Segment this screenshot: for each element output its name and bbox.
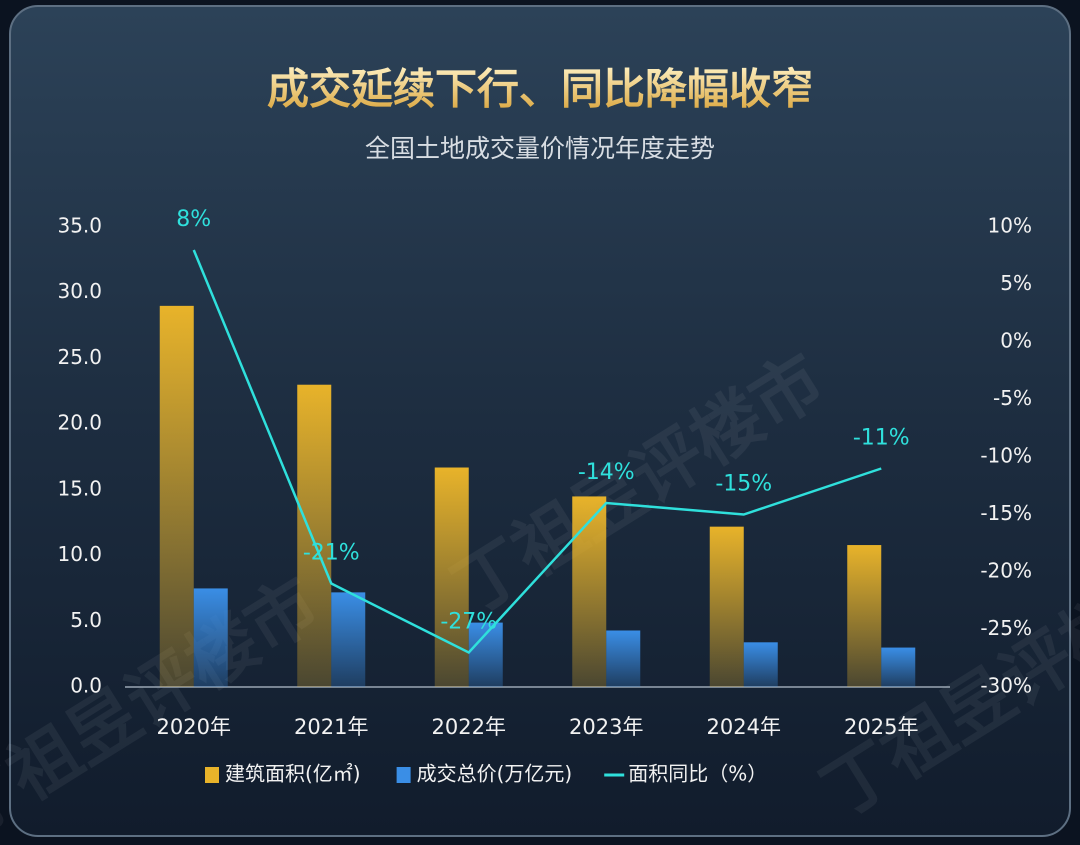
legend-swatch: [396, 767, 411, 783]
bar: [297, 384, 332, 687]
legend-swatch: [205, 767, 219, 783]
data-label: -11%: [853, 426, 910, 451]
data-label: -27%: [440, 610, 497, 635]
y-tick-label: 0.0: [70, 674, 102, 698]
y2-tick-label: -20%: [980, 559, 1032, 583]
data-label: -15%: [715, 472, 772, 497]
x-tick-label: 2023年: [569, 715, 643, 739]
x-tick-label: 2022年: [432, 715, 506, 739]
y-tick-label: 25.0: [57, 345, 102, 369]
bar: [606, 630, 641, 687]
bar: [709, 526, 744, 687]
y2-tick-label: -5%: [993, 386, 1032, 410]
bar: [847, 545, 882, 687]
panel: [9, 5, 1071, 837]
bar: [434, 467, 469, 687]
bar: [159, 305, 194, 687]
chart-subtitle: 全国土地成交量价情况年度走势: [365, 134, 715, 163]
y2-tick-label: 5%: [1000, 271, 1032, 295]
y2-tick-label: 0%: [1000, 329, 1032, 353]
y2-tick-label: -25%: [980, 616, 1032, 640]
y-tick-label: 30.0: [57, 279, 102, 303]
y-tick-label: 5.0: [70, 608, 102, 632]
y-tick-label: 10.0: [57, 542, 102, 566]
bar: [572, 496, 607, 687]
legend-label: 建筑面积(亿㎡): [225, 762, 361, 786]
x-tick-label: 2025年: [844, 715, 918, 739]
y2-tick-label: -30%: [980, 674, 1032, 698]
bar: [193, 588, 228, 687]
bar: [743, 642, 778, 687]
data-label: 8%: [176, 207, 211, 232]
y-tick-label: 35.0: [57, 214, 102, 238]
y-tick-label: 20.0: [57, 411, 102, 435]
y2-tick-label: -10%: [980, 444, 1032, 468]
chart-title: 成交延续下行、同比降幅收窄: [267, 65, 813, 114]
legend-label: 成交总价(万亿元): [417, 762, 573, 786]
y2-tick-label: 10%: [988, 214, 1032, 238]
data-label: -14%: [578, 460, 635, 485]
bar: [331, 592, 366, 687]
legend-label: 面积同比（%）: [628, 762, 767, 786]
x-tick-label: 2020年: [157, 715, 231, 739]
x-tick-label: 2024年: [707, 715, 781, 739]
line: [192, 249, 882, 655]
y-tick-label: 15.0: [57, 476, 102, 500]
data-label: -21%: [303, 541, 360, 566]
bar: [881, 647, 916, 687]
x-tick-label: 2021年: [294, 715, 368, 739]
y2-tick-label: -15%: [980, 501, 1032, 525]
